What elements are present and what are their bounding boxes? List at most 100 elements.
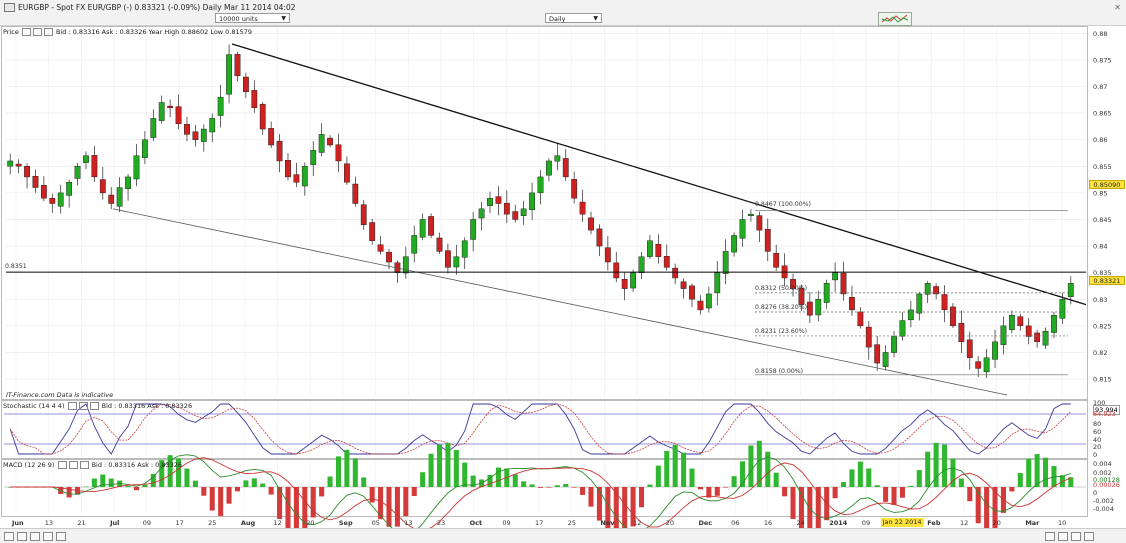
price-tick-label: 0.88 — [1093, 30, 1107, 38]
macd-histogram-bar — [782, 487, 788, 497]
candle-body — [301, 166, 308, 187]
candle-body — [1000, 325, 1007, 345]
price-tick-label: 0.87 — [1093, 83, 1107, 91]
x-axis-label: 25 — [567, 519, 576, 527]
print-icon[interactable] — [56, 532, 66, 541]
macd-histogram-bar — [916, 470, 922, 487]
macd-histogram-bar — [765, 451, 771, 487]
macd-histogram-bar — [108, 478, 114, 487]
candle-body — [815, 299, 822, 316]
macd-histogram-bar — [832, 487, 838, 499]
candle-body — [647, 240, 653, 257]
pencil-icon[interactable] — [57, 461, 67, 469]
chart-type-button[interactable] — [878, 12, 912, 26]
candle-body — [352, 183, 359, 204]
settings-icon[interactable] — [1084, 532, 1094, 541]
candle-body — [419, 219, 426, 238]
macd-tick: 0 — [1093, 489, 1098, 497]
candle-body — [604, 247, 611, 263]
candle-body — [428, 216, 434, 236]
macd-histogram-bar — [849, 469, 855, 487]
close-icon[interactable] — [43, 28, 53, 36]
zoom-out-icon[interactable] — [17, 532, 27, 541]
stochastic-d-line — [9, 403, 1072, 455]
scroll-right-icon[interactable] — [1058, 532, 1068, 541]
settings-icon[interactable] — [32, 28, 42, 36]
price-tick-label: 0.815 — [1093, 376, 1112, 384]
macd-histogram-bar — [1068, 477, 1074, 487]
macd-histogram-bar — [950, 458, 956, 487]
macd-histogram-bar — [580, 487, 586, 495]
candle-body — [386, 251, 392, 263]
close-icon[interactable] — [79, 461, 89, 469]
macd-histogram-bar — [420, 472, 426, 487]
candle-body — [1008, 315, 1015, 330]
zoom-in-icon[interactable] — [4, 532, 14, 541]
units-select[interactable]: 10000 units ▼ — [215, 13, 290, 23]
macd-histogram-bar — [958, 478, 964, 487]
candle-body — [899, 320, 906, 337]
x-axis-label: 20 — [665, 519, 675, 527]
macd-histogram-bar — [1034, 454, 1040, 487]
timeframe-select[interactable]: Daily ▼ — [545, 13, 602, 23]
macd-histogram-bar — [142, 484, 148, 487]
close-icon[interactable] — [89, 402, 99, 410]
price-label: Price — [3, 28, 19, 36]
candle-body — [276, 140, 283, 162]
candle-body — [91, 155, 98, 178]
stoch-tick: 100 — [1093, 399, 1106, 407]
macd-histogram-bar — [537, 487, 544, 488]
candle-body — [975, 361, 982, 369]
scroll-left-icon[interactable] — [1045, 532, 1055, 541]
candle-body — [369, 222, 376, 241]
candle-body — [1034, 332, 1041, 343]
x-axis-label: 09 — [861, 519, 871, 527]
macd-histogram-bar — [622, 487, 628, 539]
macd-histogram-bar — [529, 484, 535, 487]
candle-body — [832, 272, 838, 281]
x-axis-label: 23 — [436, 519, 446, 527]
pencil-icon[interactable] — [21, 28, 31, 36]
macd-histogram-bar — [798, 487, 804, 538]
grid-icon[interactable] — [43, 532, 53, 541]
candle-body — [175, 106, 182, 124]
x-axis-label: Feb — [927, 519, 941, 527]
close-icon[interactable]: ✕ — [1114, 3, 1121, 12]
candle-body — [141, 139, 148, 158]
candle-body — [478, 208, 485, 219]
macd-histogram-bar — [310, 487, 316, 518]
macd-histogram-bar — [655, 465, 661, 487]
x-axis-label: Dec — [698, 519, 713, 527]
macd-histogram-bar — [495, 467, 501, 487]
macd-histogram-bar — [176, 458, 182, 487]
settings-icon[interactable] — [68, 461, 78, 469]
pencil-icon[interactable] — [67, 402, 77, 410]
candle-body — [1059, 299, 1066, 319]
macd-histogram-bar — [184, 468, 190, 487]
settings-icon[interactable] — [78, 402, 88, 410]
candle-body — [243, 76, 249, 93]
scroll-end-icon[interactable] — [1071, 532, 1081, 541]
candle-body — [773, 252, 780, 268]
macd-histogram-bar — [857, 461, 863, 487]
horizontal-level-label: 0.8351 — [5, 263, 27, 270]
candle-body — [217, 96, 224, 116]
stoch-tick: 60 — [1093, 428, 1102, 436]
data-source-note: IT-Finance.com Data is indicative — [6, 391, 114, 399]
candle-body — [7, 160, 14, 167]
x-axis-label: 12 — [273, 519, 282, 527]
macd-histogram-bar — [891, 487, 897, 505]
candle-body — [411, 235, 418, 254]
macd-histogram-bar — [975, 487, 981, 524]
candle-body — [259, 103, 266, 130]
units-select-value: 10000 units — [219, 15, 258, 23]
macd-histogram-bar — [83, 486, 89, 488]
macd-histogram-bar — [327, 476, 333, 487]
macd-histogram-bar — [487, 474, 493, 487]
macd-histogram-bar — [453, 450, 459, 487]
candle-body — [933, 286, 940, 295]
macd-histogram-bar — [394, 487, 400, 527]
candle-body — [764, 228, 771, 252]
crosshair-icon[interactable] — [30, 532, 40, 541]
macd-histogram-bar — [133, 487, 139, 491]
